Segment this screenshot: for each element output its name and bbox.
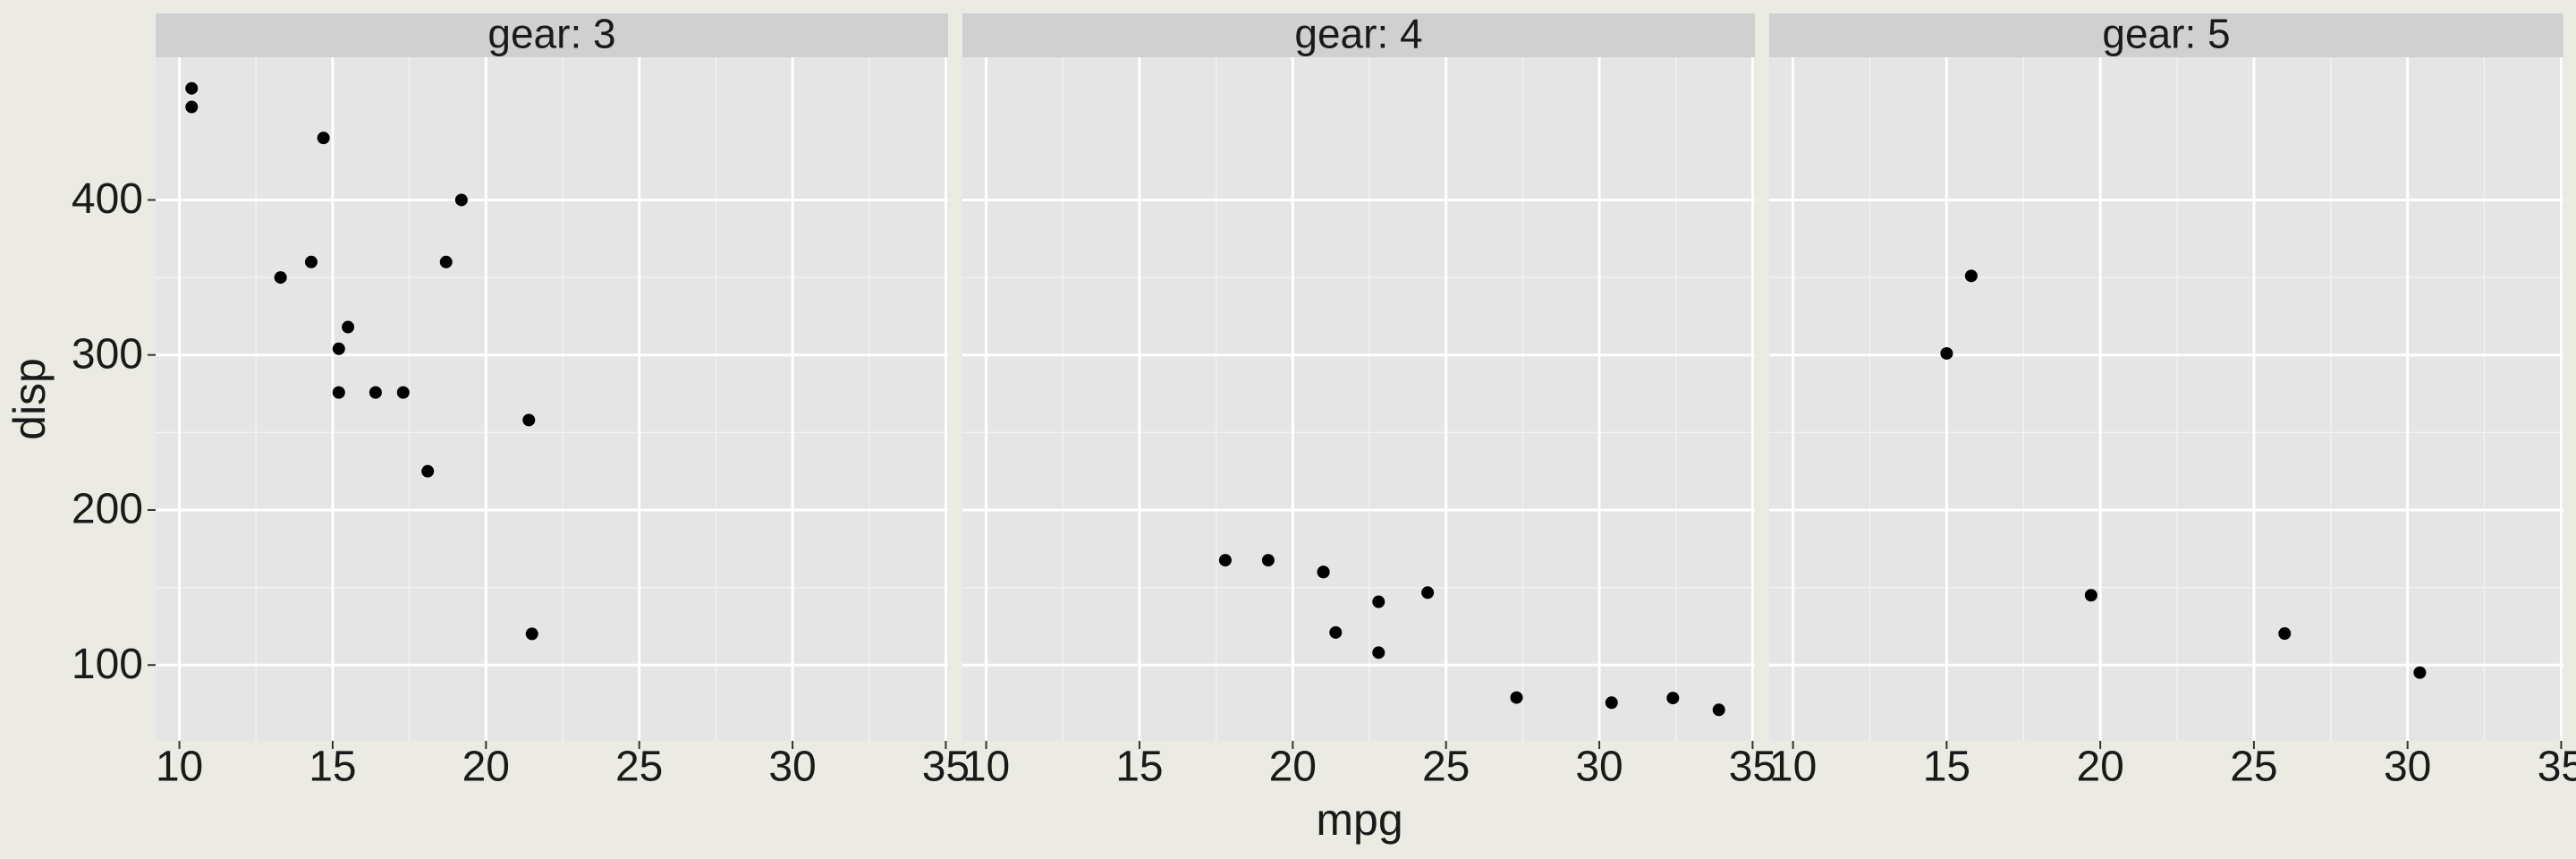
point xyxy=(1510,691,1523,704)
point xyxy=(1372,646,1385,659)
strip xyxy=(156,13,948,57)
point xyxy=(332,342,345,355)
point xyxy=(1940,346,1953,360)
point xyxy=(1329,625,1343,639)
x-tick-label: 20 xyxy=(462,744,510,791)
x-tick-label: 30 xyxy=(1575,744,1623,791)
x-tick-label: 10 xyxy=(962,744,1010,791)
x-tick-label: 30 xyxy=(768,744,816,791)
x-tick-label: 35 xyxy=(922,744,970,791)
point xyxy=(439,255,453,268)
y-tick-label: 200 xyxy=(72,486,143,533)
point xyxy=(1218,554,1232,567)
point xyxy=(1421,586,1435,600)
x-tick-label: 25 xyxy=(2230,744,2277,791)
x-tick-label: 20 xyxy=(1269,744,1317,791)
x-tick-label: 10 xyxy=(1769,744,1817,791)
point xyxy=(369,386,382,399)
point xyxy=(2278,627,2292,641)
point xyxy=(332,386,345,399)
x-tick-label: 25 xyxy=(615,744,663,791)
x-tick-label: 25 xyxy=(1422,744,1470,791)
point xyxy=(421,464,435,478)
point xyxy=(342,320,355,334)
point xyxy=(1261,554,1275,567)
x-tick-label: 15 xyxy=(309,744,356,791)
point xyxy=(396,386,410,399)
strip-title: gear: 5 xyxy=(2102,11,2230,57)
panel xyxy=(962,57,1755,741)
x-tick-label: 35 xyxy=(1729,744,1776,791)
x-tick-label: 15 xyxy=(1115,744,1163,791)
point xyxy=(2084,589,2097,602)
point xyxy=(1317,566,1330,579)
strip-title: gear: 3 xyxy=(487,11,615,57)
y-tick-label: 100 xyxy=(72,641,143,688)
strip-title: gear: 4 xyxy=(1294,11,1422,57)
point xyxy=(185,100,199,114)
point xyxy=(304,255,318,268)
panel xyxy=(156,57,948,741)
point xyxy=(1605,696,1618,710)
point xyxy=(454,193,468,207)
y-tick-label: 300 xyxy=(72,330,143,378)
point xyxy=(317,132,330,145)
strip xyxy=(1769,13,2563,57)
x-tick-label: 15 xyxy=(1923,744,1970,791)
point xyxy=(522,413,536,427)
point xyxy=(274,271,287,285)
point xyxy=(1666,692,1680,705)
strip xyxy=(962,13,1755,57)
point xyxy=(525,627,538,641)
point xyxy=(1372,595,1385,608)
x-tick-label: 35 xyxy=(2538,744,2576,791)
point xyxy=(1964,269,1978,283)
x-tick-label: 20 xyxy=(2076,744,2123,791)
point xyxy=(2413,666,2427,679)
y-axis-label: disp xyxy=(4,358,55,440)
x-tick-label: 30 xyxy=(2384,744,2431,791)
point xyxy=(185,81,199,95)
x-axis-label: mpg xyxy=(1316,795,1402,845)
y-tick-label: 400 xyxy=(72,175,143,223)
x-tick-label: 10 xyxy=(156,744,203,791)
point xyxy=(1712,703,1725,717)
panel xyxy=(1769,57,2563,741)
